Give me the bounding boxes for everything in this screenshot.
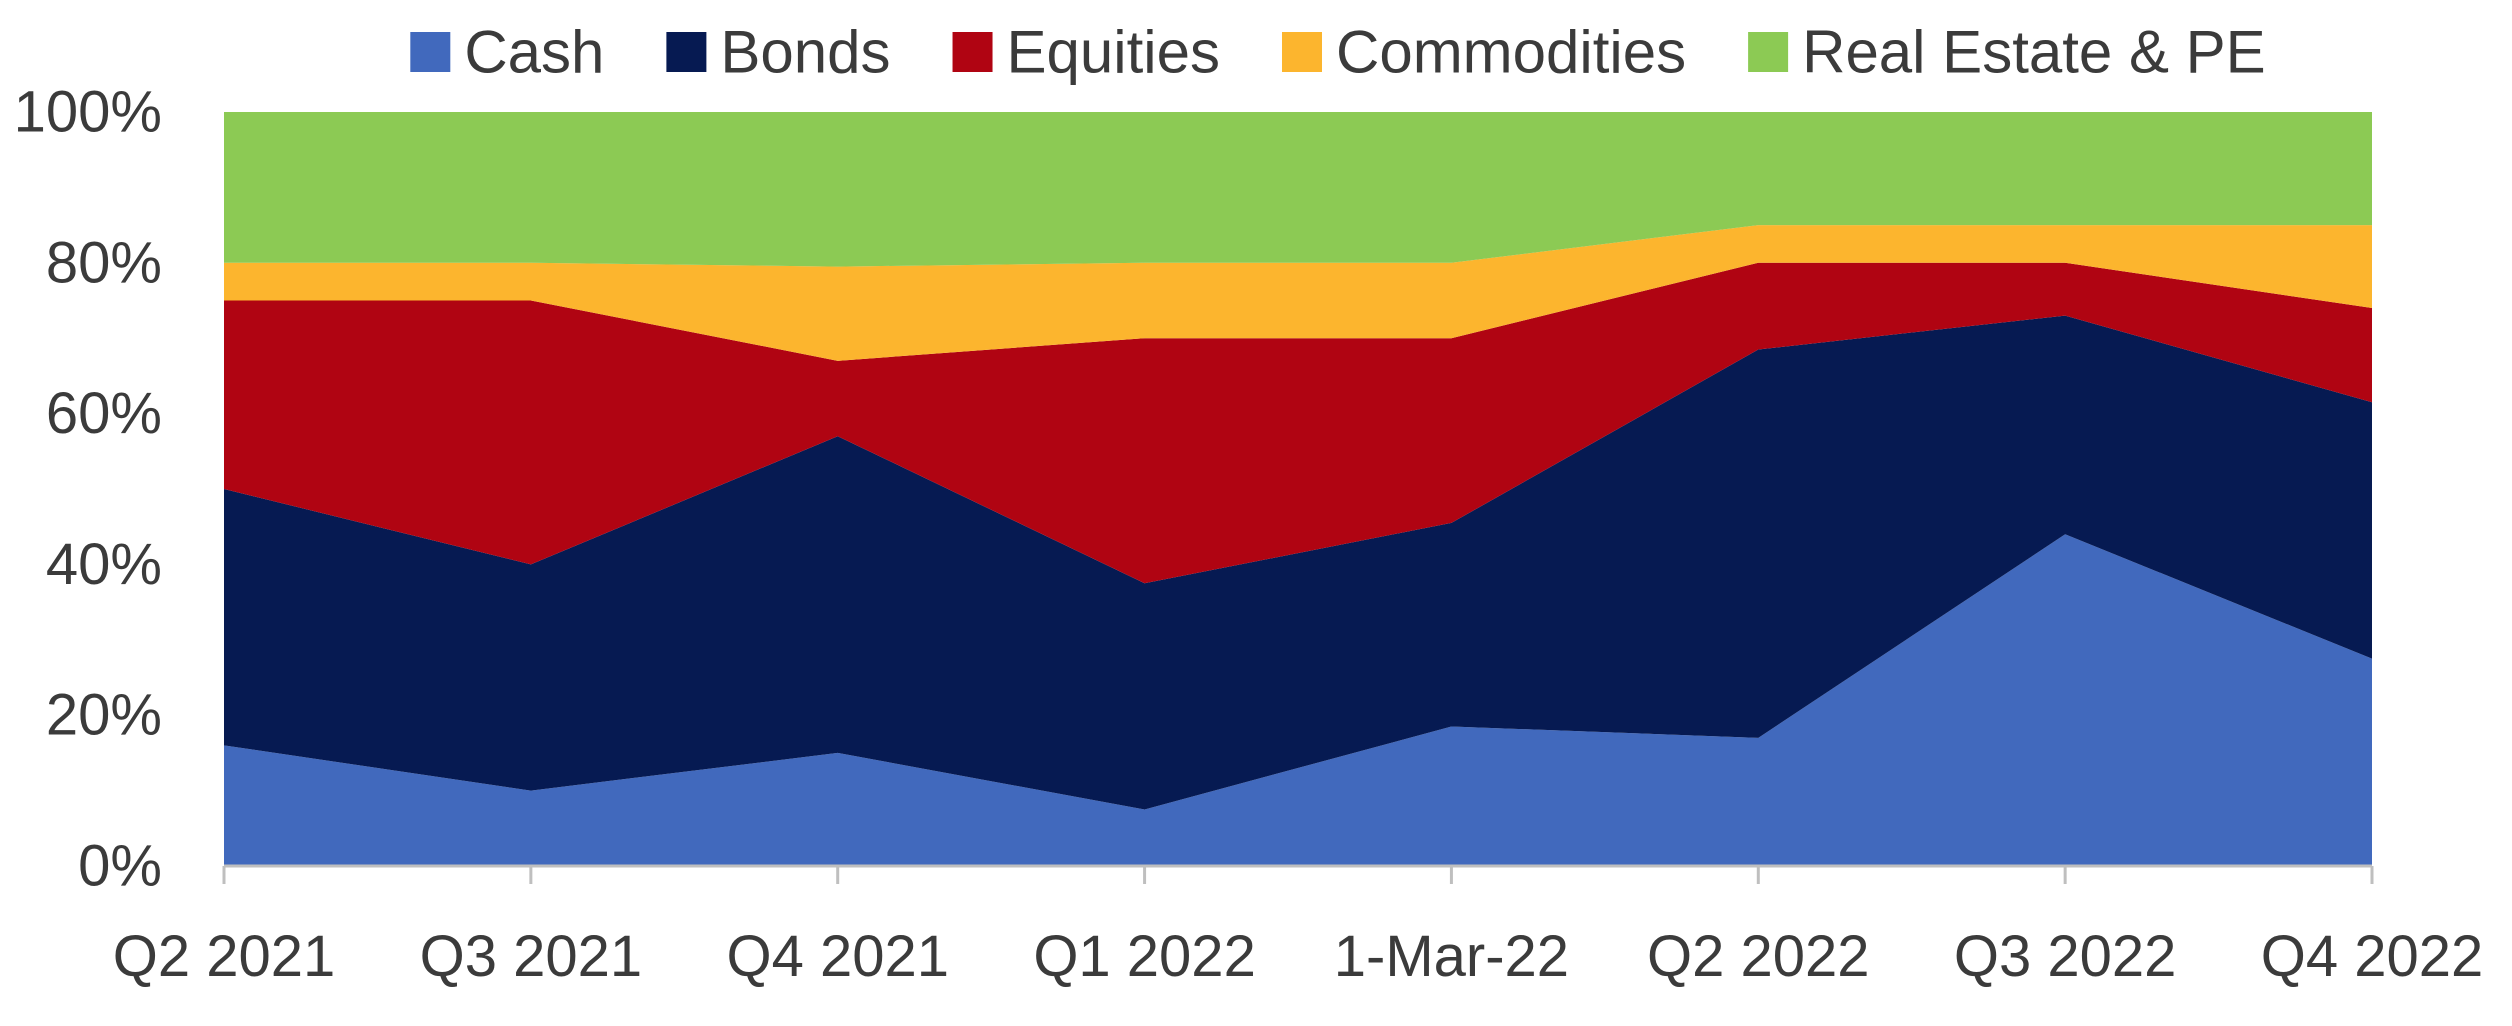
area-bonds [224,315,2372,810]
area-equities [224,262,2372,584]
axes: Q2 2021 Q3 2021 Q4 2021 Q1 2022 1-Mar-22 Q2 2… [14,80,2484,990]
legend: Cash Bonds Equities Commodities Real Estate … [410,19,2266,86]
x-tick-label: Q2 2022 [1647,924,1870,989]
y-tick-label: 80% [46,230,162,295]
x-tick-label: 1-Mar-22 [1334,924,1569,989]
legend-swatch-equities [952,32,993,72]
legend-label-bonds: Bonds [720,19,890,86]
x-tick-label: Q3 2022 [1954,924,2177,989]
legend-swatch-commodities [1282,32,1322,72]
legend-swatch-cash [410,32,451,72]
area-commodities [224,225,2372,361]
y-tick-label: 60% [46,381,162,446]
area-cash [224,534,2372,866]
series-areas [224,112,2372,866]
y-tick-label: 100% [14,80,162,145]
x-tick-label: Q2 2021 [113,924,336,989]
area-real-estate-pe [224,112,2372,267]
legend-label-equities: Equities [1007,19,1220,86]
legend-label-commodities: Commodities [1336,19,1686,86]
x-tick-label: Q4 2021 [726,924,949,989]
y-tick-label: 0% [78,834,162,899]
legend-label-real-estate-pe: Real Estate & PE [1802,19,2266,86]
legend-swatch-bonds [666,32,707,72]
y-tick-label: 20% [46,683,162,748]
x-tick-label: Q3 2021 [420,924,643,989]
x-tick-label: Q4 2022 [2261,924,2484,989]
y-tick-label: 40% [46,532,162,597]
legend-label-cash: Cash [464,19,604,86]
legend-swatch-real-estate-pe [1748,32,1789,72]
x-tick-label: Q1 2022 [1033,924,1256,989]
